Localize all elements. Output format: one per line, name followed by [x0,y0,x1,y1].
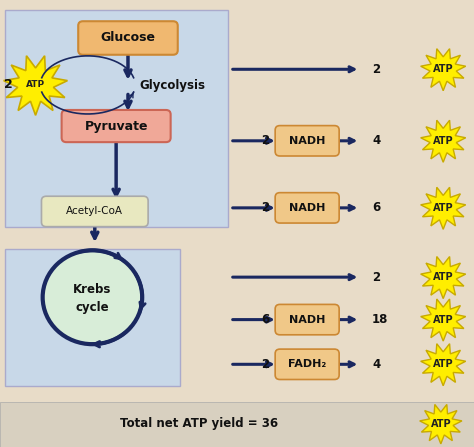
Polygon shape [420,120,466,162]
Text: 6: 6 [372,201,380,215]
Text: ATP: ATP [433,203,454,213]
Polygon shape [420,299,466,341]
Text: ATP: ATP [433,359,454,369]
Text: 4: 4 [372,134,380,148]
Text: NADH: NADH [289,203,325,213]
Text: cycle: cycle [76,300,109,314]
FancyBboxPatch shape [5,10,228,227]
Text: 6: 6 [261,313,269,326]
FancyBboxPatch shape [62,110,171,142]
Text: 2: 2 [261,358,269,371]
Text: Krebs: Krebs [73,283,111,296]
Text: ATP: ATP [433,64,454,74]
Text: Pyruvate: Pyruvate [84,119,148,133]
FancyBboxPatch shape [0,402,474,447]
FancyBboxPatch shape [275,193,339,223]
Polygon shape [4,56,67,115]
Text: Glycolysis: Glycolysis [140,79,206,93]
FancyBboxPatch shape [275,126,339,156]
FancyBboxPatch shape [78,21,178,55]
Polygon shape [420,49,466,91]
Circle shape [43,250,142,344]
Text: Glucose: Glucose [100,31,155,45]
FancyBboxPatch shape [275,349,339,380]
Polygon shape [420,187,466,229]
Text: Acetyl-CoA: Acetyl-CoA [66,207,123,216]
Text: 2: 2 [372,63,380,76]
Text: 18: 18 [372,313,389,326]
Text: FADH₂: FADH₂ [288,359,326,369]
Polygon shape [420,344,466,386]
Polygon shape [420,257,466,299]
FancyBboxPatch shape [5,249,180,385]
Text: ATP: ATP [433,315,454,325]
FancyBboxPatch shape [42,196,148,227]
Text: ATP: ATP [430,419,451,429]
FancyBboxPatch shape [275,304,339,335]
Text: 2: 2 [4,78,13,92]
Text: ATP: ATP [433,136,454,146]
Text: NADH: NADH [289,136,325,146]
Text: 2: 2 [372,270,380,284]
Text: ATP: ATP [26,80,45,89]
Text: Total net ATP yield = 36: Total net ATP yield = 36 [120,417,278,430]
Polygon shape [419,405,462,444]
Text: 2: 2 [261,134,269,148]
Text: ATP: ATP [433,272,454,282]
Text: 4: 4 [372,358,380,371]
Text: NADH: NADH [289,315,325,325]
Text: 2: 2 [261,201,269,215]
